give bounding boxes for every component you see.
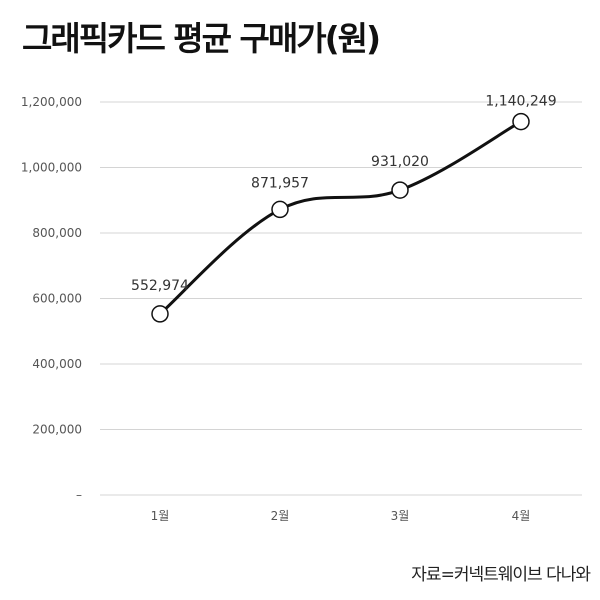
y-tick-label: 1,000,000 (21, 161, 82, 175)
data-point-marker (512, 112, 530, 131)
chart-title: 그래픽카드 평균 구매가(원) (22, 19, 381, 58)
data-point-marker (271, 200, 289, 219)
x-tick-label: 2월 (271, 509, 290, 523)
y-tick-label: 600,000 (32, 292, 82, 306)
data-label: 931,020 (371, 154, 429, 170)
data-point-marker (391, 181, 409, 199)
data-label: 552,974 (131, 278, 189, 294)
x-tick-label: 1월 (151, 509, 170, 523)
series-line (158, 120, 523, 316)
x-tick-label: 3월 (391, 509, 410, 523)
data-point-marker (151, 305, 169, 323)
series-line-layer (158, 120, 523, 316)
data-labels: 552,974 871,957 931,020 1,140,249 (131, 94, 557, 294)
data-point-markers (151, 112, 530, 323)
x-tick-label: 4월 (512, 509, 531, 523)
gridlines (100, 101, 582, 496)
x-axis-tick-labels: 1월 2월 3월 4월 (151, 509, 531, 523)
y-tick-label: 200,000 (32, 423, 82, 437)
y-tick-label: 800,000 (32, 226, 82, 240)
y-axis-tick-labels: – 200,000 400,000 600,000 800,000 1,000,000 1,… (21, 95, 82, 502)
y-tick-label: – (76, 488, 82, 502)
y-tick-label: 400,000 (32, 357, 82, 371)
source-note: 자료=커넥트웨이브 다나와 (411, 565, 591, 585)
y-tick-label: 1,200,000 (21, 95, 82, 109)
data-label: 1,140,249 (485, 94, 556, 110)
data-label: 871,957 (251, 175, 309, 191)
